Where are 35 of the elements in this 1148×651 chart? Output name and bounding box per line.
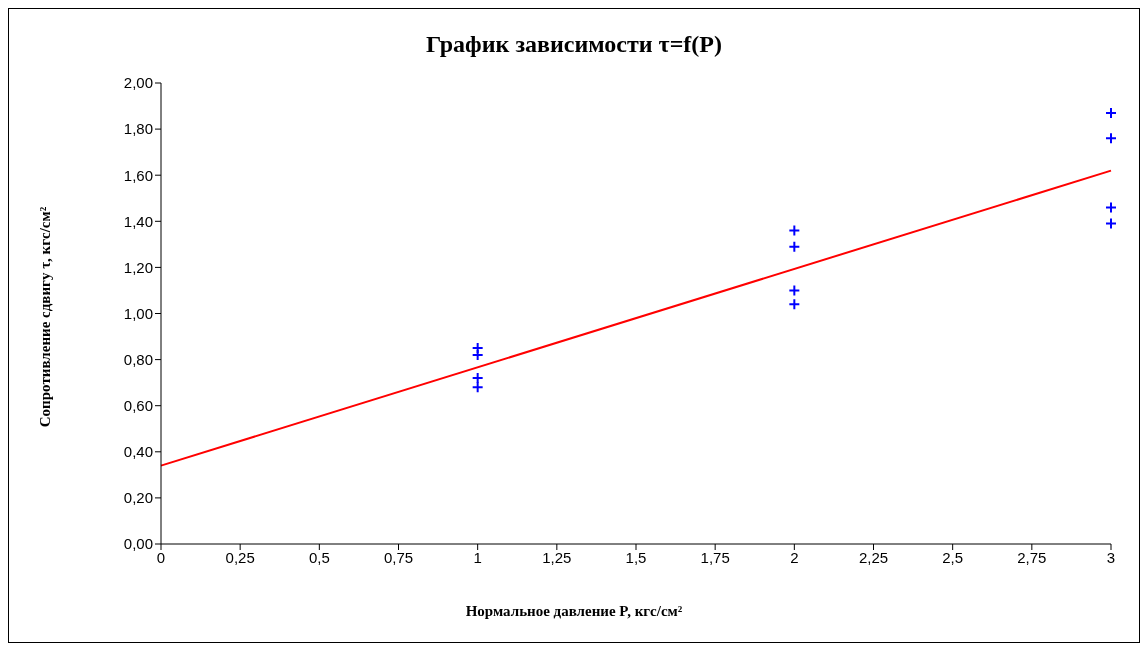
point — [1105, 132, 1117, 145]
x-tick-label: 0 — [156, 548, 166, 566]
x-tick-label: 2,5 — [942, 548, 964, 566]
y-tick-label: 0,40 — [123, 443, 153, 461]
point — [788, 284, 801, 297]
y-tick-label: 1,40 — [123, 212, 153, 230]
point — [788, 240, 801, 253]
x-tick-label: 2 — [790, 548, 799, 566]
x-tick-label: 1,5 — [625, 548, 647, 566]
y-tick-label: 0,60 — [123, 397, 153, 415]
point — [471, 381, 484, 394]
x-tick-label: 0,75 — [383, 548, 414, 566]
point — [788, 298, 801, 311]
y-tick-label: 1,80 — [123, 120, 153, 138]
y-tick-label: 0,00 — [123, 535, 153, 553]
x-tick-label: 0,5 — [308, 548, 330, 566]
y-tick-label: 1,00 — [123, 304, 153, 322]
point — [788, 224, 801, 237]
x-axis-title: Нормальное давление P, кгс/см² — [464, 603, 684, 620]
x-tick-label: 0,25 — [225, 548, 255, 566]
x-tick-label: 2,25 — [858, 548, 889, 566]
x-tick-label: 2,75 — [1017, 548, 1047, 566]
point — [1105, 217, 1117, 230]
y-tick-label: 1,20 — [123, 258, 153, 276]
y-axis-title: Сопротивление сдвигу τ, кгс/см² — [36, 206, 54, 428]
y-tick-label: 0,80 — [123, 350, 153, 368]
y-tick-label: 2,00 — [123, 74, 153, 92]
x-tick-label: 1,75 — [700, 548, 730, 566]
chart-title: График зависимости τ=f(P) — [425, 31, 723, 58]
x-tick-label: 3 — [1106, 548, 1116, 566]
x-tick-label: 1 — [473, 548, 482, 566]
x-tick-label: 1,25 — [542, 548, 572, 566]
y-tick-label: 1,60 — [123, 166, 153, 184]
y-tick-label: 0,20 — [123, 489, 153, 507]
point — [1105, 201, 1117, 214]
